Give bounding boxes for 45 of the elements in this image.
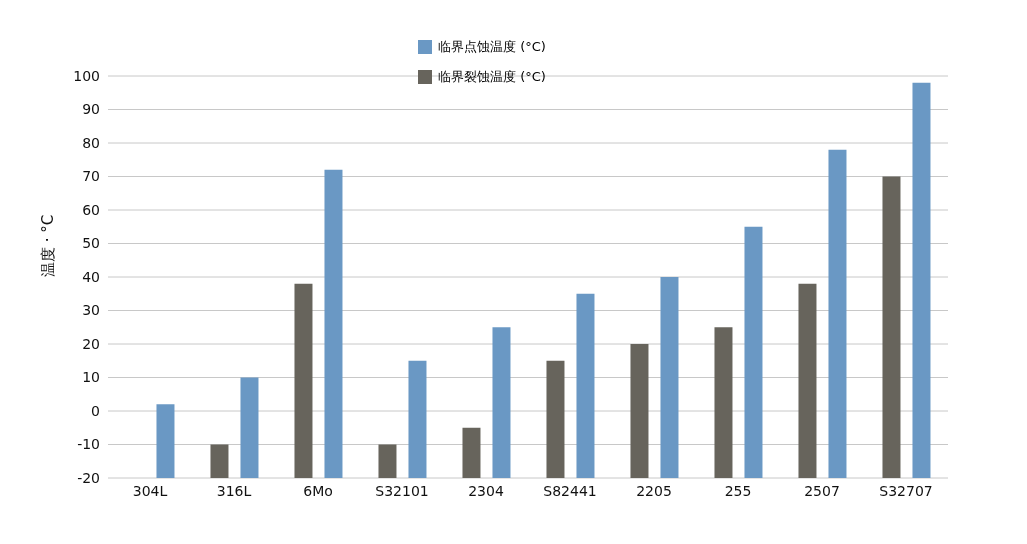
y-tick-label: 100: [73, 67, 100, 84]
bar: [660, 277, 679, 478]
y-axis-title: 温度 · °C: [39, 214, 58, 277]
bar: [462, 427, 481, 478]
x-tick-label: S32101: [375, 482, 429, 499]
x-tick-label: 316L: [216, 482, 252, 499]
bar: [630, 344, 649, 478]
bar: [492, 327, 511, 478]
bar: [882, 176, 901, 478]
y-tick-label: 70: [82, 168, 100, 185]
bar: [378, 444, 397, 478]
bar: [798, 283, 817, 478]
y-tick-label: 40: [82, 268, 100, 285]
y-tick-label: 80: [82, 134, 100, 151]
legend-label: 临界点蚀温度 (°C): [438, 38, 546, 56]
x-tick-label: 255: [724, 482, 752, 499]
y-tick-label: -10: [77, 436, 100, 453]
bar: [324, 169, 343, 478]
y-tick-label: 90: [82, 101, 100, 118]
legend-label: 临界裂蚀温度 (°C): [438, 68, 546, 86]
bar: [828, 149, 847, 478]
y-tick-label: 30: [82, 302, 100, 319]
x-tick-label: 2507: [804, 482, 840, 499]
bar: [912, 82, 931, 478]
bar: [240, 377, 259, 478]
y-tick-label: 60: [82, 201, 100, 218]
x-tick-label: 2205: [636, 482, 672, 499]
y-tick-label: 50: [82, 235, 100, 252]
x-tick-label: S82441: [543, 482, 597, 499]
bar: [714, 327, 733, 478]
bar: [210, 444, 229, 478]
y-tick-label: 10: [82, 369, 100, 386]
y-tick-label: 20: [82, 335, 100, 352]
x-tick-label: S32707: [879, 482, 933, 499]
x-tick-label: 2304: [468, 482, 504, 499]
bar: [294, 283, 313, 478]
x-tick-label: 304L: [132, 482, 168, 499]
bar: [408, 360, 427, 478]
bar: [546, 360, 565, 478]
bar: [576, 293, 595, 478]
x-tick-label: 6Mo: [303, 482, 333, 499]
bar: [156, 404, 175, 478]
y-tick-label: 0: [91, 402, 100, 419]
y-tick-label: -20: [77, 469, 100, 486]
bar: [744, 226, 763, 478]
